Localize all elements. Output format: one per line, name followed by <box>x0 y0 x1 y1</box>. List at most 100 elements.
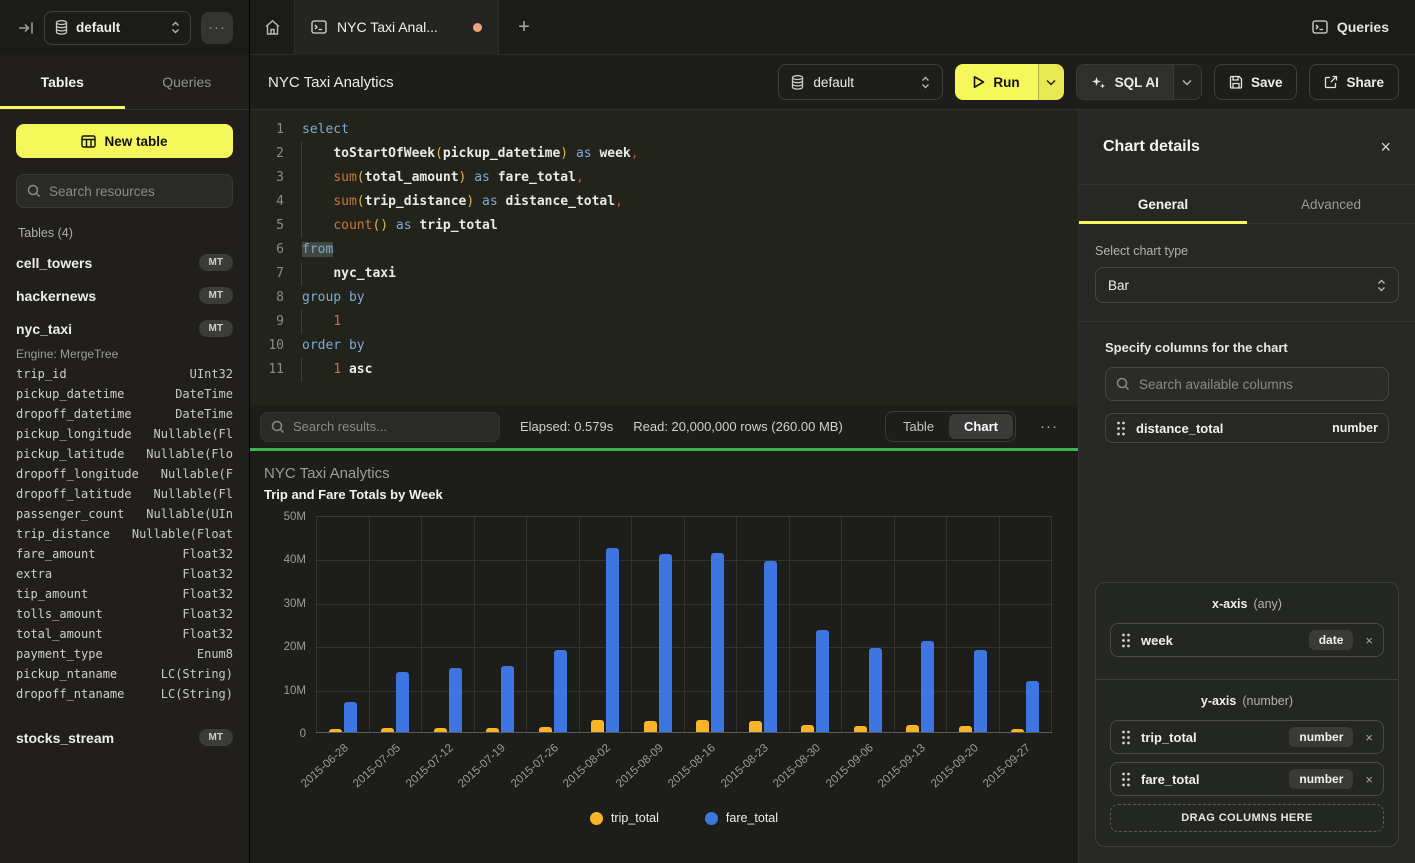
trip_total-bar[interactable] <box>538 727 552 732</box>
table-row[interactable]: cell_towers MT <box>16 246 233 279</box>
column-type: Nullable(F <box>160 467 233 481</box>
trip_total-bar[interactable] <box>591 720 605 732</box>
share-button[interactable]: Share <box>1309 64 1399 100</box>
drag-handle-icon[interactable] <box>1121 633 1131 648</box>
trip_total-bar[interactable] <box>643 721 657 732</box>
fare_total-bar[interactable] <box>921 641 935 732</box>
column-name: passenger_count <box>16 507 125 521</box>
chart-details-tabs: General Advanced <box>1079 185 1415 224</box>
save-button[interactable]: Save <box>1213 64 1298 100</box>
code-token: as <box>388 218 420 233</box>
y-axis-item-fare_total[interactable]: fare_total number × <box>1110 762 1384 796</box>
remove-column-icon[interactable]: × <box>1365 771 1373 787</box>
y-axis-tick-label: 40M <box>283 554 306 567</box>
fare_total-bar[interactable] <box>1026 681 1040 732</box>
remove-column-icon[interactable]: × <box>1365 729 1373 745</box>
x-axis-tick-label: 2015-06-28 <box>299 742 351 791</box>
fare_total-bar[interactable] <box>763 561 777 732</box>
table-column-row: pickup_longitude Nullable(Fl <box>16 427 233 447</box>
trip_total-bar[interactable] <box>958 726 972 732</box>
trip_total-bar[interactable] <box>433 728 447 732</box>
legend-item-trip_total[interactable]: trip_total <box>589 811 659 825</box>
fare_total-bar[interactable] <box>343 702 357 732</box>
table-row[interactable]: hackernews MT <box>16 279 233 312</box>
trip_total-bar[interactable] <box>1011 729 1025 732</box>
sidebar-tab-queries[interactable]: Queries <box>162 74 212 90</box>
drag-handle-icon[interactable] <box>1121 772 1131 787</box>
trip_total-bar[interactable] <box>801 725 815 732</box>
sql-ai-caret[interactable] <box>1172 65 1201 99</box>
editor-header-controls: default Run <box>778 64 1399 100</box>
y-axis-items: trip_total number × fare_total number × <box>1110 720 1384 796</box>
trip_total-bar[interactable] <box>381 728 395 732</box>
tab-nyc-taxi-analytics[interactable]: NYC Taxi Anal... <box>294 0 499 55</box>
table-column-row: extra Float32 <box>16 567 233 587</box>
table-row[interactable]: nyc_taxi MT <box>16 312 233 345</box>
code-token: 1 <box>333 314 342 329</box>
column-name: dropoff_ntaname <box>16 687 125 701</box>
fare_total-bar[interactable] <box>501 666 515 732</box>
drag-handle-icon[interactable] <box>1116 421 1126 436</box>
chart-type-select[interactable]: Bar <box>1095 267 1399 303</box>
fare_total-bar[interactable] <box>711 553 725 732</box>
close-icon[interactable]: × <box>1380 136 1391 157</box>
trip_total-bar[interactable] <box>906 725 920 732</box>
sql-ai-button[interactable]: SQL AI <box>1076 65 1173 99</box>
legend-item-fare_total[interactable]: fare_total <box>704 811 778 825</box>
fare_total-bar[interactable] <box>973 650 987 732</box>
tables-section-label: Tables (4) <box>18 226 73 240</box>
code-token: ) <box>466 194 475 209</box>
code-line: 9 1 <box>250 310 1078 334</box>
line-number: 9 <box>276 314 284 329</box>
code-token <box>302 362 333 377</box>
chart-category-slot: 2015-09-20 <box>929 517 999 790</box>
home-button[interactable] <box>250 0 294 55</box>
x-axis-item-week[interactable]: week date × <box>1110 623 1384 657</box>
sql-editor[interactable]: 1 select 2 toStartOfWeek(pickup_datetime) … <box>250 110 1078 405</box>
search-results-input[interactable]: Search results... <box>260 411 500 442</box>
sidebar-database-selector[interactable]: default <box>44 10 191 45</box>
run-options-caret[interactable] <box>1037 64 1064 100</box>
fare_total-bar[interactable] <box>868 648 882 732</box>
tab-advanced[interactable]: Advanced <box>1300 196 1362 212</box>
new-table-button[interactable]: New table <box>16 124 233 158</box>
trip_total-bar[interactable] <box>328 729 342 732</box>
fare_total-bar[interactable] <box>396 672 410 732</box>
queries-button[interactable]: Queries <box>1312 19 1389 35</box>
chevron-updown-icon <box>171 21 180 34</box>
trip_total-bar[interactable] <box>696 720 710 732</box>
fare_total-bar[interactable] <box>606 548 620 732</box>
drag-columns-drop-zone[interactable]: DRAG COLUMNS HERE <box>1110 804 1384 832</box>
run-button[interactable]: Run <box>955 64 1038 100</box>
code-token: from <box>302 242 334 257</box>
fare_total-bar[interactable] <box>448 668 462 732</box>
fare_total-bar[interactable] <box>553 650 567 732</box>
y-axis-item-trip_total[interactable]: trip_total number × <box>1110 720 1384 754</box>
fare_total-bar[interactable] <box>816 630 830 732</box>
share-icon <box>1324 75 1338 89</box>
view-table-button[interactable]: Table <box>902 419 935 434</box>
trip_total-bar[interactable] <box>486 728 500 732</box>
fare_total-bar[interactable] <box>658 554 672 732</box>
sidebar-tab-tables[interactable]: Tables <box>0 55 125 109</box>
chart-category-slot: 2015-09-27 <box>982 517 1052 790</box>
header-database-selector[interactable]: default <box>778 64 944 100</box>
trip_total-bar[interactable] <box>748 721 762 732</box>
results-more-button[interactable]: ··· <box>1040 418 1058 435</box>
table-row[interactable]: stocks_stream MT <box>16 721 233 754</box>
x-axis-tick-label: 2015-07-05 <box>351 742 404 791</box>
y-axis-tick-label: 10M <box>283 684 306 697</box>
view-chart-button[interactable]: Chart <box>949 414 1013 439</box>
remove-column-icon[interactable]: × <box>1365 632 1373 648</box>
sidebar-more-button[interactable]: ··· <box>201 11 233 44</box>
search-resources-input[interactable]: Search resources <box>16 174 233 208</box>
available-column-item[interactable]: distance_total number <box>1105 413 1389 443</box>
new-tab-button[interactable]: + <box>518 15 530 38</box>
table-engine-label: Engine: MergeTree <box>16 347 119 361</box>
drag-handle-icon[interactable] <box>1121 730 1131 745</box>
search-columns-input[interactable]: Search available columns <box>1105 367 1389 401</box>
collapse-sidebar-icon[interactable] <box>18 20 34 36</box>
tab-general[interactable]: General <box>1079 185 1247 224</box>
trip_total-bar[interactable] <box>853 726 867 732</box>
new-table-label: New table <box>104 133 168 149</box>
